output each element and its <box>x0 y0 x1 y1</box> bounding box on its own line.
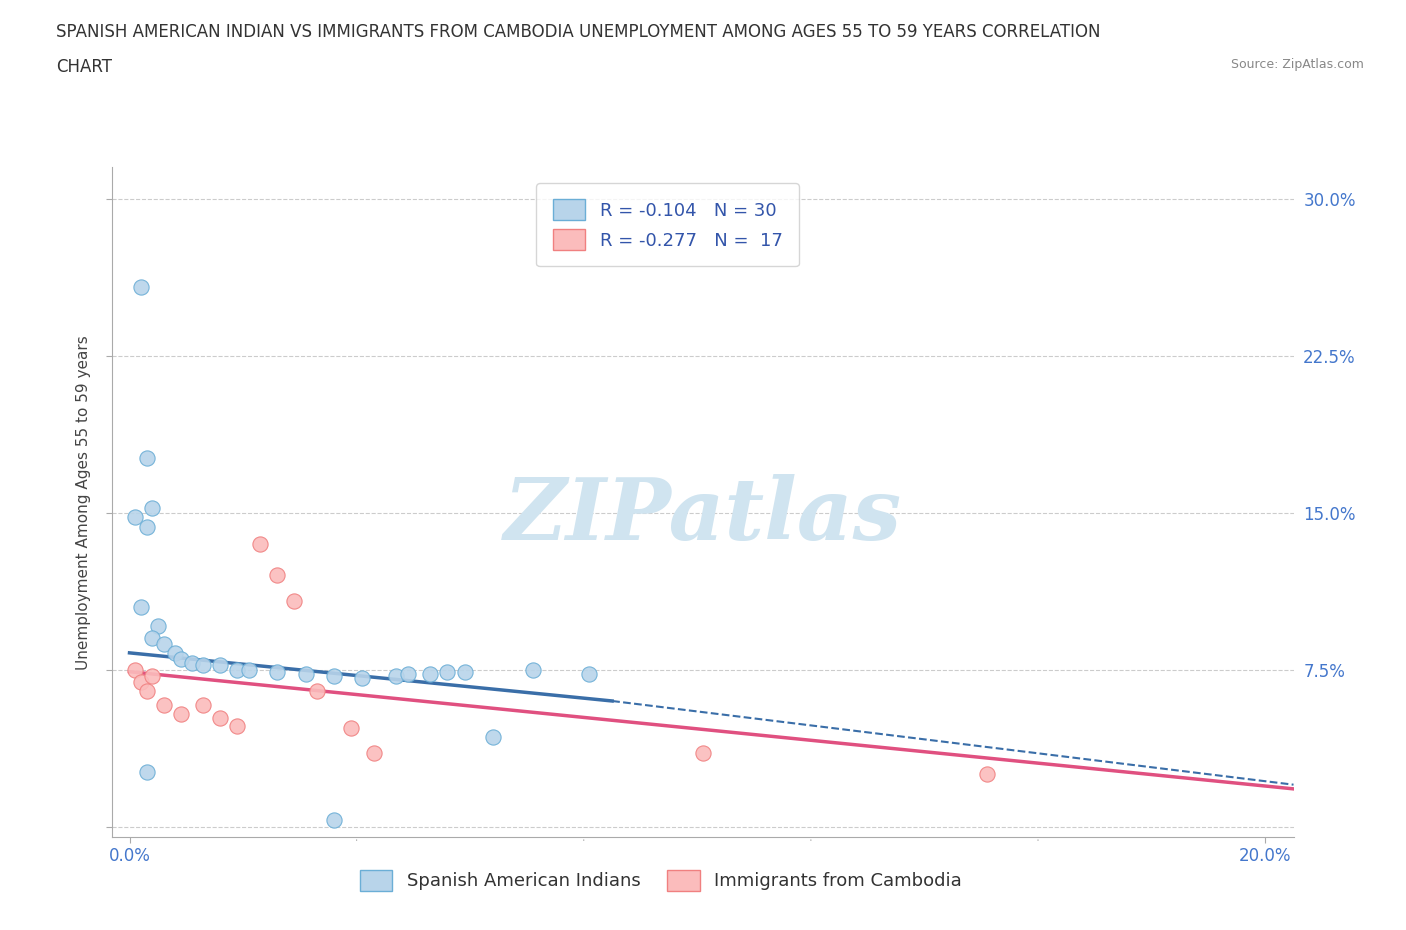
Point <box>396 667 419 682</box>
Point <box>141 501 163 516</box>
Point <box>124 662 146 677</box>
Text: CHART: CHART <box>56 58 112 75</box>
Point <box>482 729 505 744</box>
Point <box>169 706 191 721</box>
Point <box>266 664 288 679</box>
Point <box>453 664 475 679</box>
Text: SPANISH AMERICAN INDIAN VS IMMIGRANTS FROM CAMBODIA UNEMPLOYMENT AMONG AGES 55 T: SPANISH AMERICAN INDIAN VS IMMIGRANTS FR… <box>56 23 1101 41</box>
Point <box>419 667 441 682</box>
Point <box>249 537 271 551</box>
Point <box>226 662 249 677</box>
Point <box>976 766 998 781</box>
Point <box>181 656 204 671</box>
Point <box>129 279 152 294</box>
Legend: R = -0.104   N = 30, R = -0.277   N =  17: R = -0.104 N = 30, R = -0.277 N = 17 <box>537 183 799 266</box>
Point <box>305 683 328 698</box>
Point <box>152 698 174 712</box>
Point <box>322 813 346 828</box>
Point <box>209 658 232 673</box>
Point <box>283 593 305 608</box>
Text: Source: ZipAtlas.com: Source: ZipAtlas.com <box>1230 58 1364 71</box>
Point <box>578 667 600 682</box>
Point <box>363 746 385 761</box>
Point <box>169 652 191 667</box>
Point <box>193 658 215 673</box>
Point <box>340 721 363 736</box>
Point <box>135 520 157 535</box>
Point <box>385 669 408 684</box>
Point <box>692 746 714 761</box>
Point <box>146 618 169 633</box>
Point <box>135 764 157 779</box>
Text: ZIPatlas: ZIPatlas <box>503 474 903 557</box>
Point <box>436 664 458 679</box>
Point <box>522 662 544 677</box>
Point <box>129 675 152 690</box>
Point <box>322 669 346 684</box>
Point <box>193 698 215 712</box>
Point <box>124 510 146 525</box>
Point <box>141 669 163 684</box>
Point <box>352 671 374 685</box>
Y-axis label: Unemployment Among Ages 55 to 59 years: Unemployment Among Ages 55 to 59 years <box>76 335 91 670</box>
Point <box>226 719 249 734</box>
Point <box>294 667 316 682</box>
Point <box>163 645 186 660</box>
Point <box>129 600 152 615</box>
Point <box>141 631 163 645</box>
Point <box>152 637 174 652</box>
Point <box>135 451 157 466</box>
Legend: Spanish American Indians, Immigrants from Cambodia: Spanish American Indians, Immigrants fro… <box>343 854 979 907</box>
Point <box>266 568 288 583</box>
Point <box>135 683 157 698</box>
Point <box>238 662 260 677</box>
Point <box>209 711 232 725</box>
